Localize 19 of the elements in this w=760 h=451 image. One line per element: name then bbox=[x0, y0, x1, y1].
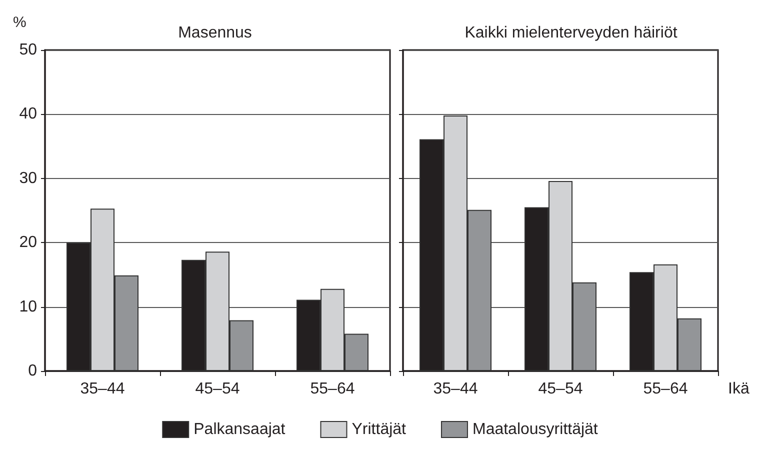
x-tick-label: 35–44 bbox=[80, 380, 125, 398]
x-axis-title: Ikä bbox=[728, 380, 750, 398]
legend-label: Maatalousyrittäjät bbox=[472, 421, 598, 438]
y-tick-label: 0 bbox=[28, 362, 38, 380]
x-tick-label: 55–64 bbox=[643, 380, 688, 398]
y-tick-label: 10 bbox=[19, 298, 38, 316]
x-tick-label: 45–54 bbox=[538, 380, 583, 398]
legend-label: Palkansaajat bbox=[194, 421, 286, 438]
y-tick-label: 50 bbox=[19, 42, 38, 58]
y-tick-label: 20 bbox=[19, 234, 38, 252]
x-tick-label: 45–54 bbox=[195, 380, 240, 398]
chart-title: Kaikki mielenterveyden häiriöt bbox=[464, 24, 678, 42]
x-tick-label: 55–64 bbox=[310, 380, 355, 398]
x-tick-label: 35–44 bbox=[433, 380, 478, 398]
y-tick-label: 30 bbox=[19, 170, 38, 187]
y-axis-title: % bbox=[13, 14, 26, 31]
chart-title: Masennus bbox=[178, 24, 252, 42]
legend-label: Yrittäjät bbox=[352, 421, 407, 438]
y-tick-label: 40 bbox=[19, 106, 38, 123]
